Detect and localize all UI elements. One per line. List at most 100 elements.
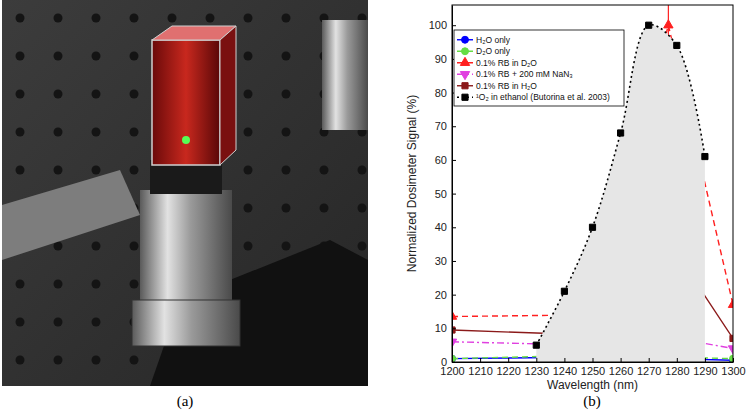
table-hole: [16, 280, 25, 289]
x-axis-title: Wavelength (nm): [547, 378, 638, 392]
legend-item: D₂O only: [457, 46, 511, 56]
x-tick-mark: [480, 358, 481, 362]
panel-label: (a): [177, 393, 194, 410]
legend-marker: [462, 94, 468, 100]
y-tick-mark: [452, 194, 456, 195]
table-hole: [130, 128, 139, 137]
x-tick: 1230: [525, 358, 549, 377]
table-hole: [244, 90, 253, 99]
marker: [674, 42, 680, 48]
table-hole: [92, 318, 101, 327]
x-tick-label: 1260: [609, 365, 633, 377]
x-axis: 1200121012201230124012501260127012801290…: [440, 358, 745, 377]
figure: 1200121012201230124012501260127012801290…: [0, 0, 753, 412]
x-tick-label: 1220: [496, 365, 520, 377]
y-tick-mark: [452, 126, 456, 127]
marker: [533, 342, 539, 348]
table-hole: [244, 14, 253, 23]
y-axis-title: Normalized Dosimeter Signal (%): [405, 95, 419, 272]
x-tick-mark: [649, 358, 650, 362]
table-hole: [92, 280, 101, 289]
plot-area: [452, 5, 733, 362]
legend-item: ¹O₂ in ethanol (Butorina et al. 2003): [457, 92, 610, 102]
x-tick-mark: [677, 358, 678, 362]
table-hole: [130, 280, 139, 289]
x-tick: 1220: [496, 358, 520, 377]
y-tick: 90: [435, 53, 456, 65]
table-hole: [320, 166, 329, 175]
plot-background: [452, 5, 733, 362]
x-tick-label: 1210: [468, 365, 492, 377]
y-tick-label: 90: [435, 53, 447, 65]
table-hole: [282, 52, 291, 61]
y-tick-mark: [452, 328, 456, 329]
x-tick-mark: [564, 358, 565, 362]
table-hole: [130, 52, 139, 61]
optical-table: [2, 0, 368, 386]
legend-label: 0.1% RB in D₂O: [476, 58, 537, 68]
table-hole: [244, 242, 253, 251]
x-tick: 1280: [665, 358, 689, 377]
x-tick-label: 1240: [553, 365, 577, 377]
table-hole: [54, 318, 63, 327]
table-hole: [92, 52, 101, 61]
y-tick-label: 60: [435, 154, 447, 166]
marker: [646, 22, 652, 28]
table-hole: [244, 166, 253, 175]
table-hole: [358, 166, 367, 175]
y-tick-label: 50: [435, 188, 447, 200]
marker: [589, 224, 595, 230]
y-tick: 40: [435, 221, 456, 233]
table-hole: [206, 14, 215, 23]
y-tick: 70: [435, 120, 456, 132]
legend-item: 0.1% RB in D₂O: [457, 57, 537, 67]
table-hole: [320, 204, 329, 213]
table-hole: [92, 356, 101, 365]
table-hole: [282, 204, 291, 213]
x-tick-label: 1250: [581, 365, 605, 377]
x-tick-label: 1300: [721, 365, 745, 377]
y-tick-mark: [452, 227, 456, 228]
table-hole: [130, 166, 139, 175]
y-tick-label: 30: [435, 255, 447, 267]
y-tick-label: 10: [435, 322, 447, 334]
table-hole: [168, 14, 177, 23]
table-hole: [54, 90, 63, 99]
x-tick-mark: [536, 358, 537, 362]
table-hole: [16, 14, 25, 23]
x-tick-mark: [593, 358, 594, 362]
table-hole: [244, 128, 253, 137]
laser-spot: [182, 136, 190, 144]
table-hole: [54, 242, 63, 251]
y-tick-mark: [452, 25, 456, 26]
marker: [561, 288, 567, 294]
marker: [702, 153, 708, 159]
legend-item: 0.1% RB in H₂O: [457, 81, 537, 91]
legend: H₂O onlyD₂O only0.1% RB in D₂O0.1% RB + …: [454, 30, 624, 106]
table-hole: [282, 14, 291, 23]
table-hole: [130, 90, 139, 99]
legend-label: H₂O only: [476, 35, 511, 45]
y-tick: 10: [435, 322, 456, 334]
post-clamp: [2, 170, 140, 260]
legend-marker: [460, 57, 469, 65]
cuvette-side: [220, 26, 236, 165]
legend-marker: [462, 36, 469, 43]
table-hole: [54, 356, 63, 365]
table-hole: [130, 14, 139, 23]
table-hole: [54, 128, 63, 137]
table-hole: [16, 318, 25, 327]
table-hole: [16, 128, 25, 137]
x-tick: 1210: [468, 358, 492, 377]
y-tick: 80: [435, 87, 456, 99]
legend-item: H₂O only: [457, 35, 511, 45]
micrometer: [322, 20, 368, 130]
table-hole: [282, 242, 291, 251]
table-hole: [282, 166, 291, 175]
photo: [2, 0, 368, 386]
plot-frame: [452, 5, 733, 362]
marker: [728, 346, 733, 354]
table-hole: [130, 242, 139, 251]
table-hole: [16, 356, 25, 365]
y-tick: 30: [435, 255, 456, 267]
